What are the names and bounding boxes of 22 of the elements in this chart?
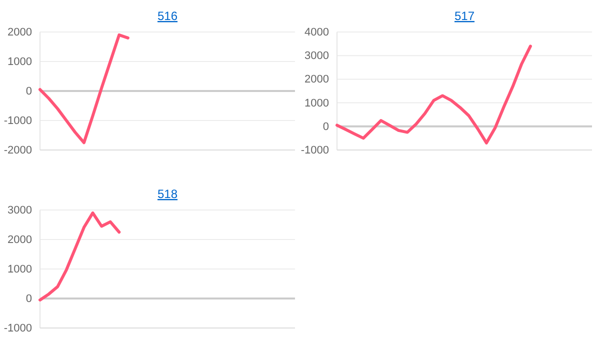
chart-title: 517 xyxy=(454,9,475,23)
y-tick-label: -2000 xyxy=(4,144,32,157)
y-tick-label: 3000 xyxy=(8,204,32,217)
y-tick-label: 1000 xyxy=(8,56,32,68)
y-tick-label: 0 xyxy=(26,293,32,306)
y-tick-label: 1000 xyxy=(8,264,32,276)
line-series xyxy=(38,211,121,302)
y-tick-label: 2000 xyxy=(304,74,329,86)
y-tick-label: 4000 xyxy=(304,26,329,39)
y-tick-label: 2000 xyxy=(8,26,32,39)
chart-title: 518 xyxy=(157,187,178,201)
y-tick-label: 3000 xyxy=(304,50,329,62)
y-tick-label: -1000 xyxy=(4,322,32,335)
y-tick-label: 1000 xyxy=(304,97,329,110)
y-tick-label: 0 xyxy=(322,120,329,133)
y-tick-label: -1000 xyxy=(4,115,32,128)
line-series xyxy=(336,44,532,144)
y-tick-label: 2000 xyxy=(8,234,32,246)
y-tick-label: 0 xyxy=(26,86,32,98)
y-tick-label: -1000 xyxy=(300,144,329,157)
line-series xyxy=(38,33,130,144)
chart-title: 516 xyxy=(157,9,178,23)
